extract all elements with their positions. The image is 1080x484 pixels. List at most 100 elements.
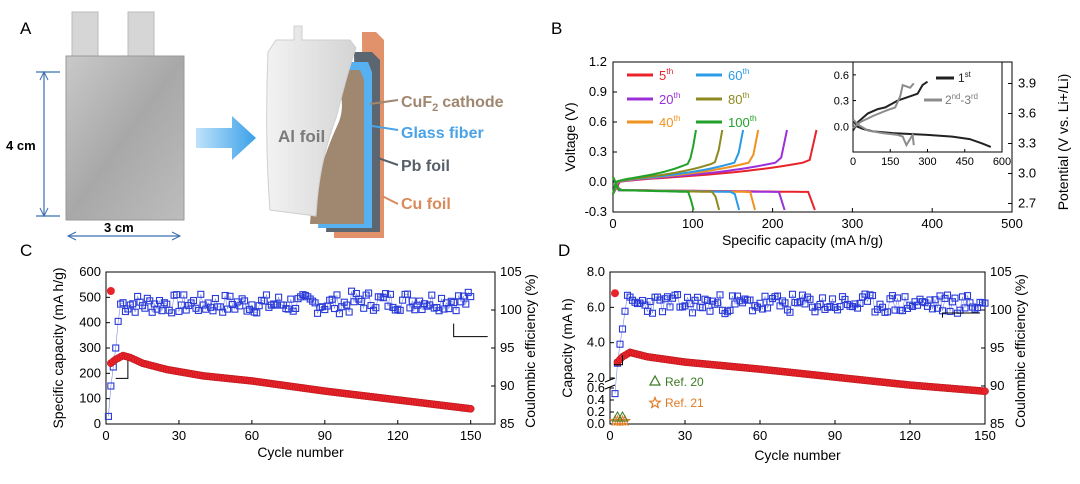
c-ce-marker [129, 300, 137, 308]
b-series-80-discharge [612, 176, 721, 211]
c-ce-marker [328, 295, 336, 303]
c-ce-marker [384, 302, 392, 310]
cu-foil-leader [381, 195, 399, 205]
d-axis-break-gap [606, 380, 614, 387]
b-y2-tick-label: 3.0 [1018, 166, 1036, 181]
inset-y-tick-label: 0.6 [834, 70, 849, 82]
d-ce-marker [931, 296, 939, 304]
c-ce-marker [177, 301, 185, 309]
c-y2-tick-label: 90 [500, 378, 514, 393]
d-left-axis-pointer [613, 355, 623, 366]
c-x-tick-label: 150 [460, 428, 482, 443]
c-ce-marker [258, 296, 266, 304]
panel-b-label: B [551, 19, 562, 38]
d-ce-marker [893, 294, 902, 302]
c-ce-marker [423, 302, 431, 310]
c-ce-marker [452, 307, 460, 315]
d-y2-tick-label: 85 [990, 416, 1004, 431]
c-ce-marker [345, 308, 353, 316]
c-y-tick-label: 300 [79, 340, 101, 355]
d-ce-marker [621, 307, 629, 315]
c-ce-marker [238, 295, 246, 303]
d-y2-tick-label: 95 [990, 340, 1004, 355]
d-ce-marker [898, 307, 907, 315]
c-ce-marker [243, 307, 251, 315]
d-x-axis-label: Cycle number [754, 447, 841, 463]
c-ce-marker [189, 296, 198, 305]
cathode-label: CuF2 cathode [401, 94, 504, 114]
b-y2-tick-label: 3.3 [1018, 136, 1036, 151]
d-ce-marker [648, 309, 657, 317]
c-ce-marker [141, 304, 149, 312]
d-ce-marker [761, 292, 769, 300]
d-ce-marker [693, 293, 702, 301]
c-ce-marker [348, 287, 356, 295]
b-legend-label: 100th [728, 113, 757, 130]
c-ce-marker [309, 297, 317, 305]
c-ce-marker [131, 308, 139, 316]
inset-x-tick-label: 0 [850, 156, 856, 168]
c-ce-marker [262, 291, 271, 299]
d-ce-marker [673, 291, 682, 299]
pouch-tab-left [71, 11, 99, 61]
c-ce-marker [365, 289, 373, 297]
d-ce-marker [798, 291, 807, 299]
d-x-tick-label: 120 [899, 428, 921, 443]
c-ce-marker [211, 294, 219, 303]
c-ce-marker [391, 306, 399, 314]
c-ce-marker [403, 290, 412, 298]
pouch-tab-right [127, 11, 155, 61]
width-arrowhead-right [171, 231, 182, 241]
c-ce-marker [272, 301, 280, 309]
inset-x-tick-label: 150 [881, 156, 899, 168]
b-y2-tick-label: 2.7 [1018, 196, 1036, 211]
b-x-tick-label: 400 [921, 216, 943, 231]
d-ce-marker [926, 296, 934, 304]
d-legend-ref20-label: Ref. 20 [665, 375, 704, 389]
b-series-60-discharge [612, 176, 741, 211]
d-y2-tick-label: 105 [990, 264, 1012, 279]
d-y-tick-label: 0.6 [587, 380, 605, 395]
d-ce-marker [616, 340, 624, 348]
d-ce-marker [781, 299, 789, 307]
b-series-100-charge [612, 129, 697, 195]
c-ce-marker [306, 295, 314, 303]
c-left-axis-pointer [115, 360, 129, 379]
c-ce-marker [170, 291, 178, 299]
c-ce-marker [335, 310, 343, 318]
d-ce-marker [828, 295, 837, 303]
c-ce-marker [287, 295, 295, 303]
d-x-tick-label: 30 [678, 428, 692, 443]
c-ce-marker [396, 306, 404, 314]
d-capacity-marker [981, 387, 989, 396]
b-x-tick-label: 100 [682, 216, 704, 231]
b-legend-label: 40th [659, 113, 681, 130]
c-y-tick-label: 500 [79, 289, 101, 304]
panel-d: D 0 30 60 90 120 150 0.00.20.40.62.0 4.0 6.0 8.0 8… [558, 241, 1028, 463]
cu-foil-label: Cu foil [401, 196, 451, 213]
inset-frame [852, 61, 1003, 153]
d-y-tick-label: 2.0 [587, 370, 605, 385]
inset-legend-label-2nd-3rd: 2nd-3rd [945, 92, 978, 107]
inset-x-tick-label: 450 [956, 156, 974, 168]
c-ce-marker [224, 305, 232, 313]
d-y-axis-label: Capacity (mA h) [559, 298, 575, 398]
c-ce-marker [367, 301, 375, 310]
pb-foil-leader [377, 157, 399, 166]
c-y2-tick-label: 100 [500, 302, 522, 317]
pb-foil-label: Pb foil [401, 158, 450, 175]
d-ce-marker [643, 307, 652, 315]
flow-arrow [196, 116, 256, 160]
pouch-height-label: 4 cm [6, 138, 36, 153]
d-ce-marker [663, 293, 672, 301]
inset-x-tick-label: 300 [918, 156, 936, 168]
c-ce-marker [311, 299, 319, 307]
cathode-layer [310, 70, 364, 224]
d-ce-marker [618, 325, 627, 333]
c-ce-marker [284, 305, 292, 313]
b-y-tick-label: 0.6 [589, 114, 607, 129]
d-ce-marker [656, 296, 664, 304]
pouch-cell-photo [65, 55, 185, 221]
d-ce-marker [706, 307, 714, 315]
b-x-axis-label: Specific capacity (mA h/g) [722, 232, 883, 248]
